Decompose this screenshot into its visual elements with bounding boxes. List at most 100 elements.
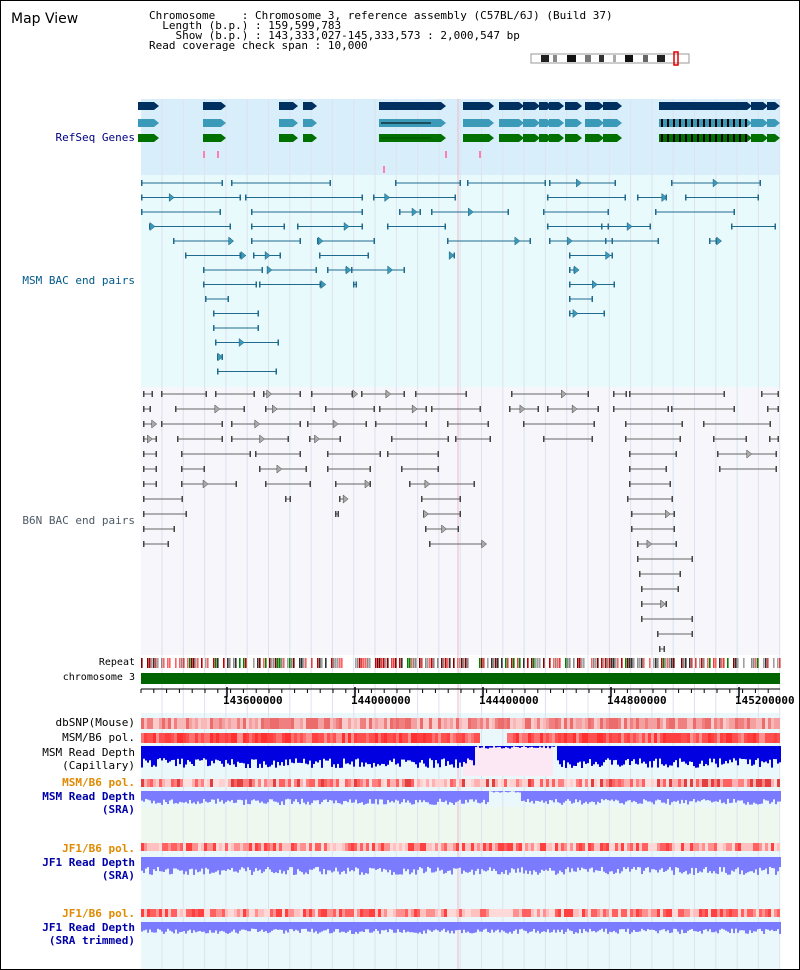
depth-bar	[163, 791, 165, 800]
depth-bar	[179, 922, 181, 933]
repeat-mark	[153, 658, 155, 668]
depth-bar	[639, 746, 641, 759]
heat-cell	[435, 843, 438, 851]
heat-cell	[621, 779, 624, 787]
axis-tick-label: 144800000	[607, 694, 667, 707]
heat-cell	[663, 909, 666, 917]
gene-feature	[603, 134, 617, 142]
heat-cell	[204, 909, 207, 917]
b6n-bac-end	[733, 406, 735, 412]
heat-cell	[213, 779, 216, 787]
heat-cell	[360, 779, 363, 787]
heat-cell	[378, 909, 381, 917]
heat-cell	[684, 779, 687, 787]
heat-cell	[747, 843, 750, 851]
b6n-bac-end	[625, 421, 627, 427]
depth-bar	[331, 791, 333, 801]
heat-cell	[141, 733, 144, 743]
heat-cell	[249, 779, 252, 787]
depth-bar	[537, 857, 539, 875]
b6n-bac-end	[143, 541, 145, 547]
heat-cell	[771, 909, 774, 917]
heat-cell	[483, 779, 486, 787]
gene-feature	[203, 119, 221, 127]
heat-cell	[441, 733, 444, 743]
depth-bar	[433, 857, 435, 873]
depth-bar	[765, 922, 767, 930]
b6n-bac-end	[231, 421, 233, 427]
repeat-mark	[331, 658, 333, 668]
heat-cell	[561, 843, 564, 851]
depth-bar	[225, 922, 227, 934]
depth-bar	[689, 746, 691, 762]
heat-cell	[156, 779, 159, 787]
depth-bar	[379, 791, 381, 800]
heat-cell	[717, 733, 720, 743]
heat-cell	[549, 779, 552, 787]
depth-bar	[241, 857, 243, 868]
gene-feature	[499, 119, 519, 127]
b6n-bac-label[interactable]: B6N BAC end pairs	[22, 514, 135, 527]
heat-cell	[426, 909, 429, 917]
heat-cell	[669, 843, 672, 851]
depth-bar	[649, 857, 651, 873]
depth-bar	[269, 857, 271, 870]
heat-cell	[195, 909, 198, 917]
depth-bar	[371, 922, 373, 933]
repeat-mark	[453, 658, 455, 668]
depth-bar	[327, 922, 329, 929]
heat-cell	[729, 909, 732, 917]
heat-cell	[309, 733, 312, 743]
heat-cell	[768, 909, 771, 917]
depth-bar	[313, 922, 315, 933]
repeat-mark	[303, 658, 305, 668]
heat-cell	[768, 718, 771, 729]
repeat-mark	[653, 658, 655, 668]
depth-bar	[583, 791, 585, 804]
depth-bar	[213, 791, 215, 800]
gene-arrow	[617, 119, 622, 127]
heat-cell	[588, 718, 591, 729]
b6n-bac-end	[637, 556, 639, 562]
depth-bar	[509, 746, 511, 749]
depth-bar	[265, 857, 267, 870]
depth-bar	[675, 857, 677, 868]
depth-bar	[573, 922, 575, 934]
heat-cell	[168, 779, 171, 787]
depth-bar	[427, 857, 429, 867]
b6n-bac-end	[265, 406, 267, 412]
msm-bac-arrow	[716, 236, 722, 246]
heat-cell	[396, 733, 399, 743]
heat-cell	[702, 718, 705, 729]
repeat-mark	[487, 658, 489, 668]
depth-bar	[621, 746, 623, 766]
heat-cell	[228, 909, 231, 917]
depth-bar	[477, 857, 479, 869]
gene-feature	[463, 102, 489, 110]
gene-exon	[679, 134, 681, 142]
msm-bac-label[interactable]: MSM BAC end pairs	[22, 274, 135, 287]
gene-feature	[303, 119, 312, 127]
heat-cell	[444, 909, 447, 917]
msm-bac-end	[213, 325, 215, 331]
heat-cell	[408, 718, 411, 729]
depth-bar	[583, 922, 585, 929]
depth-bar	[291, 791, 293, 804]
depth-bar	[657, 791, 659, 800]
depth-bar	[759, 857, 761, 868]
depth-bar	[675, 922, 677, 929]
heat-cell	[654, 733, 657, 743]
heat-cell	[165, 843, 168, 851]
b6n-bac-end	[155, 451, 157, 457]
heat-cell	[291, 718, 294, 729]
heat-cell	[570, 733, 573, 743]
depth-bar	[647, 791, 649, 802]
refseq-genes-label[interactable]: RefSeq Genes	[55, 131, 135, 144]
msm-bac-arrow	[448, 250, 455, 261]
depth-bar	[725, 922, 727, 931]
gene-arrow	[599, 102, 604, 110]
depth-bar	[259, 922, 261, 932]
depth-bar	[667, 746, 669, 768]
heat-cell	[744, 718, 747, 729]
